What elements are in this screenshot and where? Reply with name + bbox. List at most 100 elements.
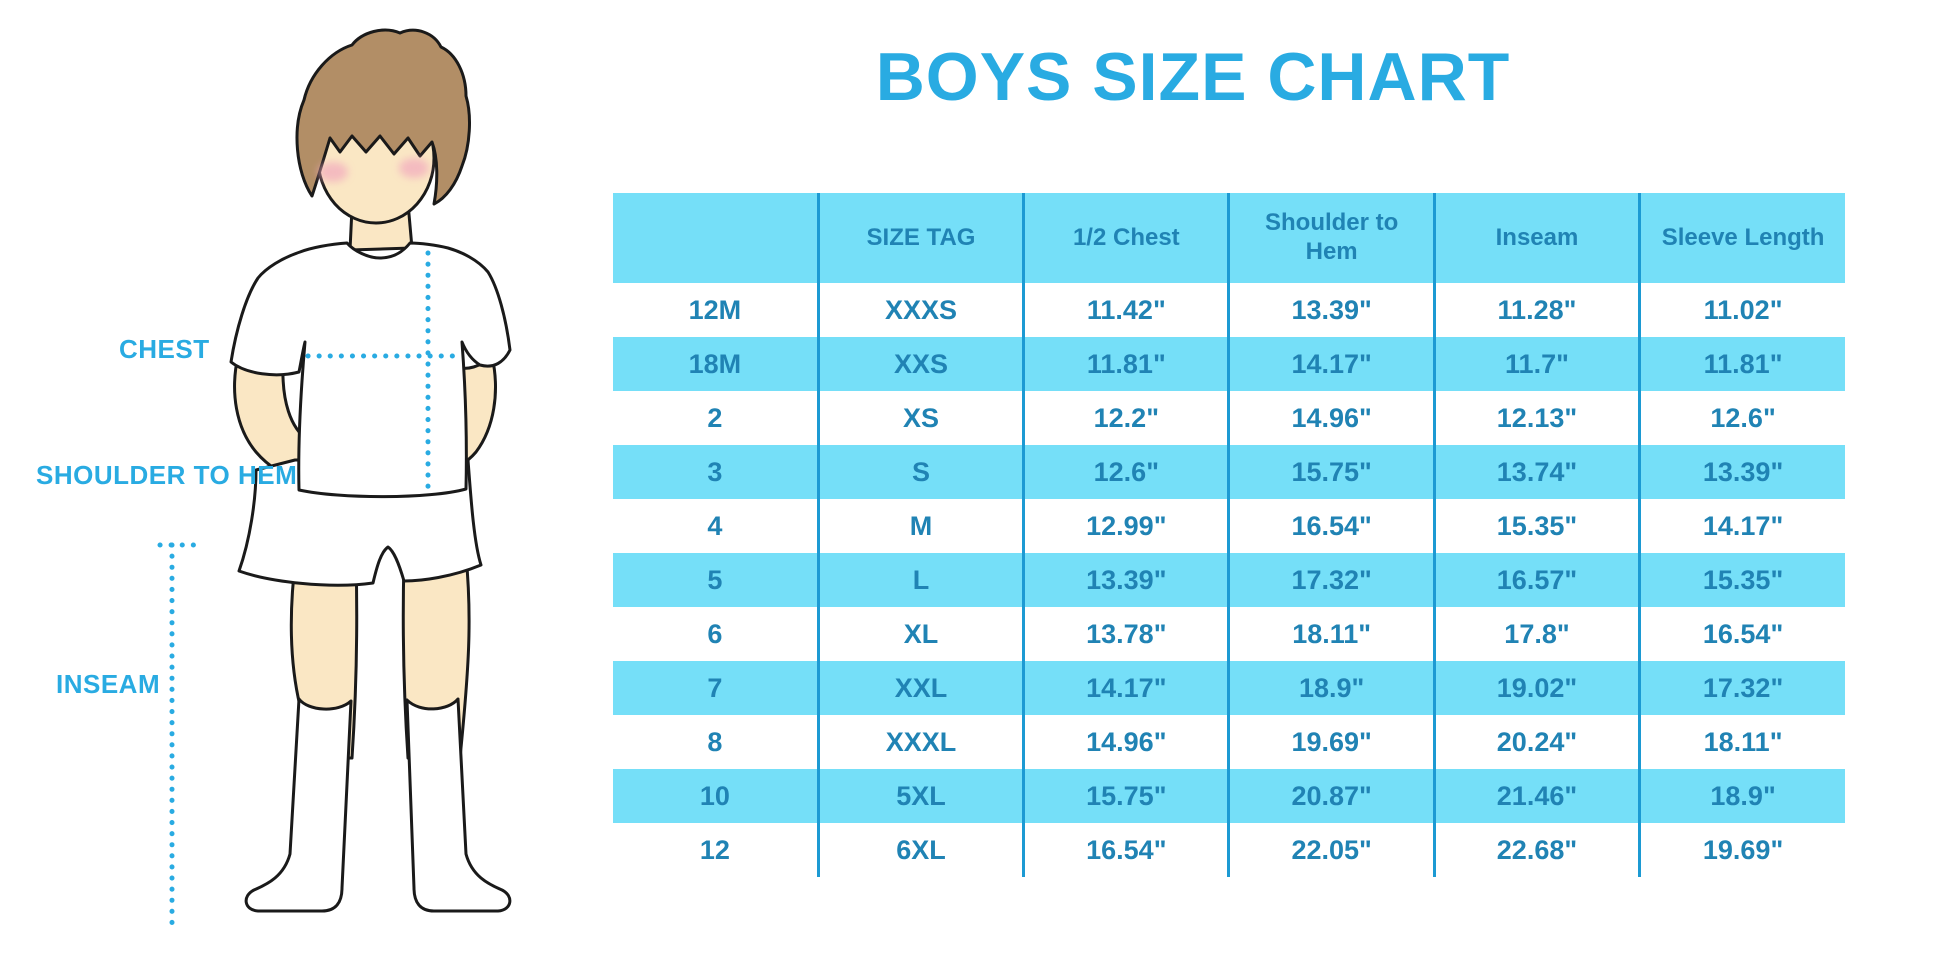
table-cell: XXL — [816, 661, 1024, 715]
column-header: Shoulder to Hem — [1227, 193, 1435, 283]
table-cell: 12.6" — [1022, 445, 1229, 499]
table-cell: 13.74" — [1432, 445, 1640, 499]
table-cell: 16.54" — [1638, 607, 1845, 661]
size-table-head: SIZE TAG 1/2 Chest Shoulder to Hem Inseam Sl… — [613, 193, 1845, 283]
table-cell: 12.13" — [1432, 391, 1640, 445]
table-cell: 11.02" — [1638, 283, 1845, 337]
table-cell: XL — [816, 607, 1024, 661]
table-row: 3 S 12.6" 15.75" 13.74" 13.39" — [613, 445, 1845, 499]
table-cell: XXXS — [816, 283, 1024, 337]
table-cell: 12 — [699, 834, 730, 865]
table-cell: 7 — [613, 661, 819, 715]
table-row: 2 XS 12.2" 14.96" 12.13" 12.6" — [613, 391, 1845, 445]
table-cell: 12.6" — [1638, 391, 1845, 445]
inseam-label: INSEAM — [56, 669, 161, 699]
table-cell: 12.2" — [1022, 391, 1229, 445]
table-cell: 8 — [707, 726, 723, 757]
size-table: SIZE TAG 1/2 Chest Shoulder to Hem Inseam Sl… — [613, 193, 1845, 877]
table-cell: 11.81" — [1638, 337, 1845, 391]
table-cell: 18.11" — [1227, 607, 1435, 661]
table-cell: 14.17" — [1022, 661, 1229, 715]
table-cell: 20.87" — [1227, 769, 1435, 823]
table-cell: 2 — [707, 402, 723, 433]
table-cell: 18.9" — [1227, 661, 1435, 715]
column-header: Sleeve Length — [1638, 193, 1845, 283]
table-cell: 18M — [613, 337, 819, 391]
table-cell: 15.75" — [1022, 769, 1229, 823]
table-cell: 11.28" — [1432, 283, 1640, 337]
table-cell: 18.9" — [1638, 769, 1845, 823]
table-cell: 6 — [707, 618, 723, 649]
table-cell: 4 — [707, 510, 723, 541]
table-cell: XXS — [816, 337, 1024, 391]
table-cell: 13.39" — [1638, 445, 1845, 499]
table-cell: 11.7" — [1432, 337, 1640, 391]
table-row: 4 M 12.99" 16.54" 15.35" 14.17" — [613, 499, 1845, 553]
column-header: SIZE TAG — [816, 193, 1024, 283]
table-cell: 16.54" — [1022, 823, 1229, 877]
shoulder-to-hem-label: SHOULDER TO HEM — [36, 460, 298, 490]
table-row: 12M XXXS 11.42" 13.39" 11.28" 11.02" — [613, 283, 1845, 337]
table-row: 12 6XL 16.54" 22.05" 22.68" 19.69" — [613, 823, 1845, 877]
table-cell: 19.69" — [1227, 715, 1435, 769]
left-sock — [244, 697, 353, 913]
table-cell: XXXL — [816, 715, 1024, 769]
table-cell: 22.68" — [1432, 823, 1640, 877]
table-cell: 15.35" — [1638, 553, 1845, 607]
table-cell: 14.17" — [1638, 499, 1845, 553]
table-cell: 13.39" — [1227, 283, 1435, 337]
table-cell: 11.81" — [1022, 337, 1229, 391]
table-row: 8 XXXL 14.96" 19.69" 20.24" 18.11" — [613, 715, 1845, 769]
table-cell: 12.99" — [1022, 499, 1229, 553]
table-cell: 17.32" — [1227, 553, 1435, 607]
right-cheek — [399, 158, 429, 178]
table-cell: 11.42" — [1022, 283, 1229, 337]
table-cell: 20.24" — [1432, 715, 1640, 769]
measurement-figure: CHEST SHOULDER TO HEM INSEAM — [0, 0, 560, 973]
table-cell: 10 — [613, 769, 819, 823]
table-cell: L — [816, 553, 1024, 607]
table-cell: M — [816, 499, 1024, 553]
right-sock — [405, 697, 512, 913]
table-cell: 16.54" — [1227, 499, 1435, 553]
t-shirt — [229, 241, 512, 499]
table-row: 7 XXL 14.17" 18.9" 19.02" 17.32" — [613, 661, 1845, 715]
table-cell: 15.75" — [1227, 445, 1435, 499]
table-cell: 14.96" — [1022, 715, 1229, 769]
table-cell: 6XL — [816, 823, 1024, 877]
table-cell: 18.11" — [1638, 715, 1845, 769]
table-cell: 19.69" — [1638, 823, 1845, 877]
table-cell: 14.96" — [1227, 391, 1435, 445]
page-title: BOYS SIZE CHART — [875, 39, 1511, 115]
table-row: 5 L 13.39" 17.32" 16.57" 15.35" — [613, 553, 1845, 607]
table-cell: 15.35" — [1432, 499, 1640, 553]
table-cell: 17.8" — [1432, 607, 1640, 661]
table-cell: 3 — [613, 445, 819, 499]
table-cell: 17.32" — [1638, 661, 1845, 715]
column-header — [613, 193, 819, 283]
table-cell: S — [816, 445, 1024, 499]
table-row: 10 5XL 15.75" 20.87" 21.46" 18.9" — [613, 769, 1845, 823]
table-cell: 12M — [688, 294, 742, 325]
column-header: 1/2 Chest — [1022, 193, 1229, 283]
column-header: Inseam — [1432, 193, 1640, 283]
table-cell: 22.05" — [1227, 823, 1435, 877]
table-cell: 16.57" — [1432, 553, 1640, 607]
hair — [295, 28, 471, 206]
chest-label: CHEST — [119, 334, 210, 364]
table-cell: 5XL — [816, 769, 1024, 823]
table-cell: 21.46" — [1432, 769, 1640, 823]
header-row: SIZE TAG 1/2 Chest Shoulder to Hem Inseam Sl… — [613, 193, 1845, 283]
left-cheek — [318, 162, 348, 182]
table-row: 18M XXS 11.81" 14.17" 11.7" 11.81" — [613, 337, 1845, 391]
size-table-body: 12M XXXS 11.42" 13.39" 11.28" 11.02" 18M XXS 11.… — [613, 283, 1845, 877]
table-cell: XS — [816, 391, 1024, 445]
table-cell: 13.39" — [1022, 553, 1229, 607]
boy-illustration — [157, 28, 512, 928]
table-cell: 13.78" — [1022, 607, 1229, 661]
table-cell: 5 — [613, 553, 819, 607]
table-cell: 19.02" — [1432, 661, 1640, 715]
table-cell: 14.17" — [1227, 337, 1435, 391]
table-row: 6 XL 13.78" 18.11" 17.8" 16.54" — [613, 607, 1845, 661]
